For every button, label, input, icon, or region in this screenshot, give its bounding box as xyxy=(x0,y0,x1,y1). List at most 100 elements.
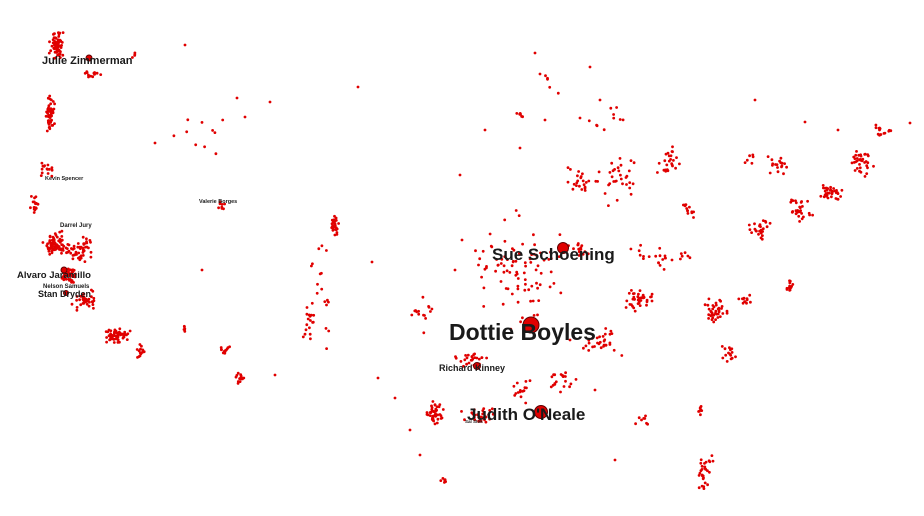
location-dot xyxy=(239,374,243,378)
location-dot xyxy=(183,330,187,333)
location-dot xyxy=(327,329,331,333)
location-dot xyxy=(485,356,488,360)
location-dot xyxy=(572,182,576,186)
location-dot xyxy=(750,161,754,165)
location-dot xyxy=(801,205,804,208)
location-dot xyxy=(825,193,829,197)
location-dot xyxy=(646,422,649,426)
location-dot xyxy=(141,348,145,352)
location-dot xyxy=(466,353,470,357)
location-dot xyxy=(430,408,434,411)
location-dot xyxy=(435,421,439,425)
location-dot xyxy=(776,166,779,169)
location-dot xyxy=(460,238,464,242)
location-dot xyxy=(118,332,122,336)
location-dot xyxy=(516,391,520,394)
location-dot xyxy=(803,120,807,124)
location-dot xyxy=(529,299,532,303)
location-dot xyxy=(54,36,58,40)
location-dot xyxy=(528,257,532,261)
location-dot xyxy=(665,163,669,167)
location-dot xyxy=(608,343,612,346)
location-dot xyxy=(700,473,704,477)
location-dot xyxy=(49,120,52,124)
location-dot xyxy=(431,417,434,420)
location-dot xyxy=(557,255,561,258)
highlighted-markers xyxy=(60,54,569,419)
location-dot xyxy=(77,251,81,255)
location-dot xyxy=(429,410,432,414)
location-dot xyxy=(428,414,432,417)
location-dot xyxy=(579,253,583,256)
location-dot xyxy=(525,386,528,390)
location-dot xyxy=(530,253,533,256)
location-dot xyxy=(424,317,427,320)
location-dot xyxy=(67,243,71,247)
location-dot xyxy=(87,304,91,308)
location-dot xyxy=(123,330,127,334)
location-dot xyxy=(79,254,83,258)
location-dot xyxy=(836,128,840,132)
location-dot xyxy=(55,245,59,249)
location-dot xyxy=(499,262,503,265)
location-dot xyxy=(51,38,55,42)
location-dot xyxy=(527,288,531,292)
location-dot xyxy=(327,300,330,304)
location-dot xyxy=(547,258,551,261)
location-dot xyxy=(550,375,554,379)
location-dot xyxy=(532,233,535,237)
location-dot xyxy=(218,200,222,204)
location-dot xyxy=(742,296,746,300)
location-dot xyxy=(75,253,78,256)
location-dot xyxy=(436,417,440,421)
location-dot xyxy=(759,229,763,233)
location-dot xyxy=(597,170,601,174)
location-dot xyxy=(477,263,480,267)
location-dot xyxy=(44,114,48,118)
location-dot xyxy=(690,211,694,215)
location-dot xyxy=(674,166,677,170)
label-dottie-boyles: Dottie Boyles xyxy=(449,319,596,345)
location-dot xyxy=(467,361,471,365)
location-dot xyxy=(524,401,528,405)
location-dot xyxy=(855,150,858,153)
location-dot xyxy=(74,272,77,276)
location-dot xyxy=(542,258,546,262)
location-dot xyxy=(81,235,85,239)
location-dot xyxy=(712,313,716,317)
location-dot xyxy=(116,335,120,339)
location-dot xyxy=(501,302,505,306)
location-dot xyxy=(203,145,207,149)
location-dot xyxy=(617,169,621,173)
location-dot xyxy=(883,131,887,135)
location-dot xyxy=(305,306,309,309)
location-dot xyxy=(236,380,240,383)
location-dot xyxy=(639,243,642,247)
location-dot xyxy=(459,360,463,363)
location-dot xyxy=(619,173,622,177)
location-dot xyxy=(53,102,56,106)
location-dot xyxy=(71,268,75,272)
location-dot xyxy=(87,73,90,77)
location-dot xyxy=(865,172,869,176)
location-dot xyxy=(523,278,527,281)
location-dot xyxy=(748,154,751,158)
location-dot xyxy=(768,171,772,175)
location-dot xyxy=(514,259,518,263)
location-dot xyxy=(183,43,187,47)
location-dot xyxy=(642,257,645,260)
location-dot xyxy=(59,46,63,49)
location-dot xyxy=(56,38,60,42)
location-dot xyxy=(863,152,867,156)
location-dot xyxy=(79,294,83,298)
location-dot xyxy=(320,287,324,291)
location-dot xyxy=(47,51,51,55)
location-dot xyxy=(596,180,599,183)
location-dot xyxy=(647,255,651,258)
location-dot xyxy=(46,163,50,167)
location-dot xyxy=(417,312,421,316)
location-dot xyxy=(376,376,380,380)
location-dot xyxy=(863,175,867,178)
location-dot xyxy=(850,161,854,165)
location-dot xyxy=(608,171,612,174)
